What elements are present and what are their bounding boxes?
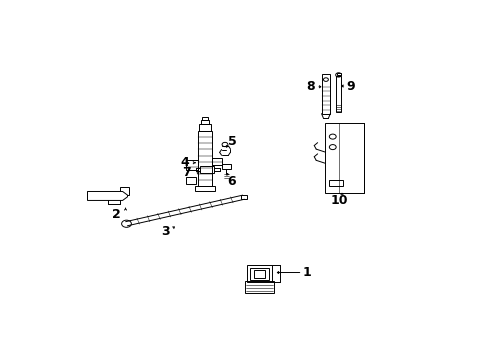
Bar [199, 125, 210, 131]
Bar [211, 158, 221, 165]
Bar [120, 187, 129, 195]
Bar [240, 195, 247, 199]
Bar [107, 194, 115, 199]
Bar [250, 267, 268, 280]
Bar [246, 265, 272, 282]
Bar [245, 282, 273, 293]
Text: 5: 5 [228, 135, 237, 148]
Text: 10: 10 [330, 194, 347, 207]
Text: 6: 6 [226, 175, 235, 188]
Bar [336, 73, 340, 75]
Bar [254, 270, 264, 278]
Bar [335, 76, 340, 112]
Bar [198, 131, 211, 186]
Text: 1: 1 [302, 266, 311, 279]
Bar [321, 74, 330, 114]
Text: 8: 8 [306, 80, 314, 93]
Text: 2: 2 [112, 208, 121, 221]
Bar [325, 123, 363, 193]
Text: 3: 3 [161, 225, 169, 238]
Text: 9: 9 [346, 80, 354, 93]
Text: 4: 4 [180, 156, 189, 169]
Bar [195, 186, 214, 191]
Bar [202, 117, 207, 120]
Bar [186, 177, 196, 184]
Bar [186, 159, 198, 170]
Bar [199, 166, 214, 173]
Bar [328, 180, 342, 185]
Text: 7: 7 [182, 166, 191, 179]
Bar [200, 120, 209, 125]
Bar [222, 164, 230, 169]
Polygon shape [87, 192, 127, 201]
